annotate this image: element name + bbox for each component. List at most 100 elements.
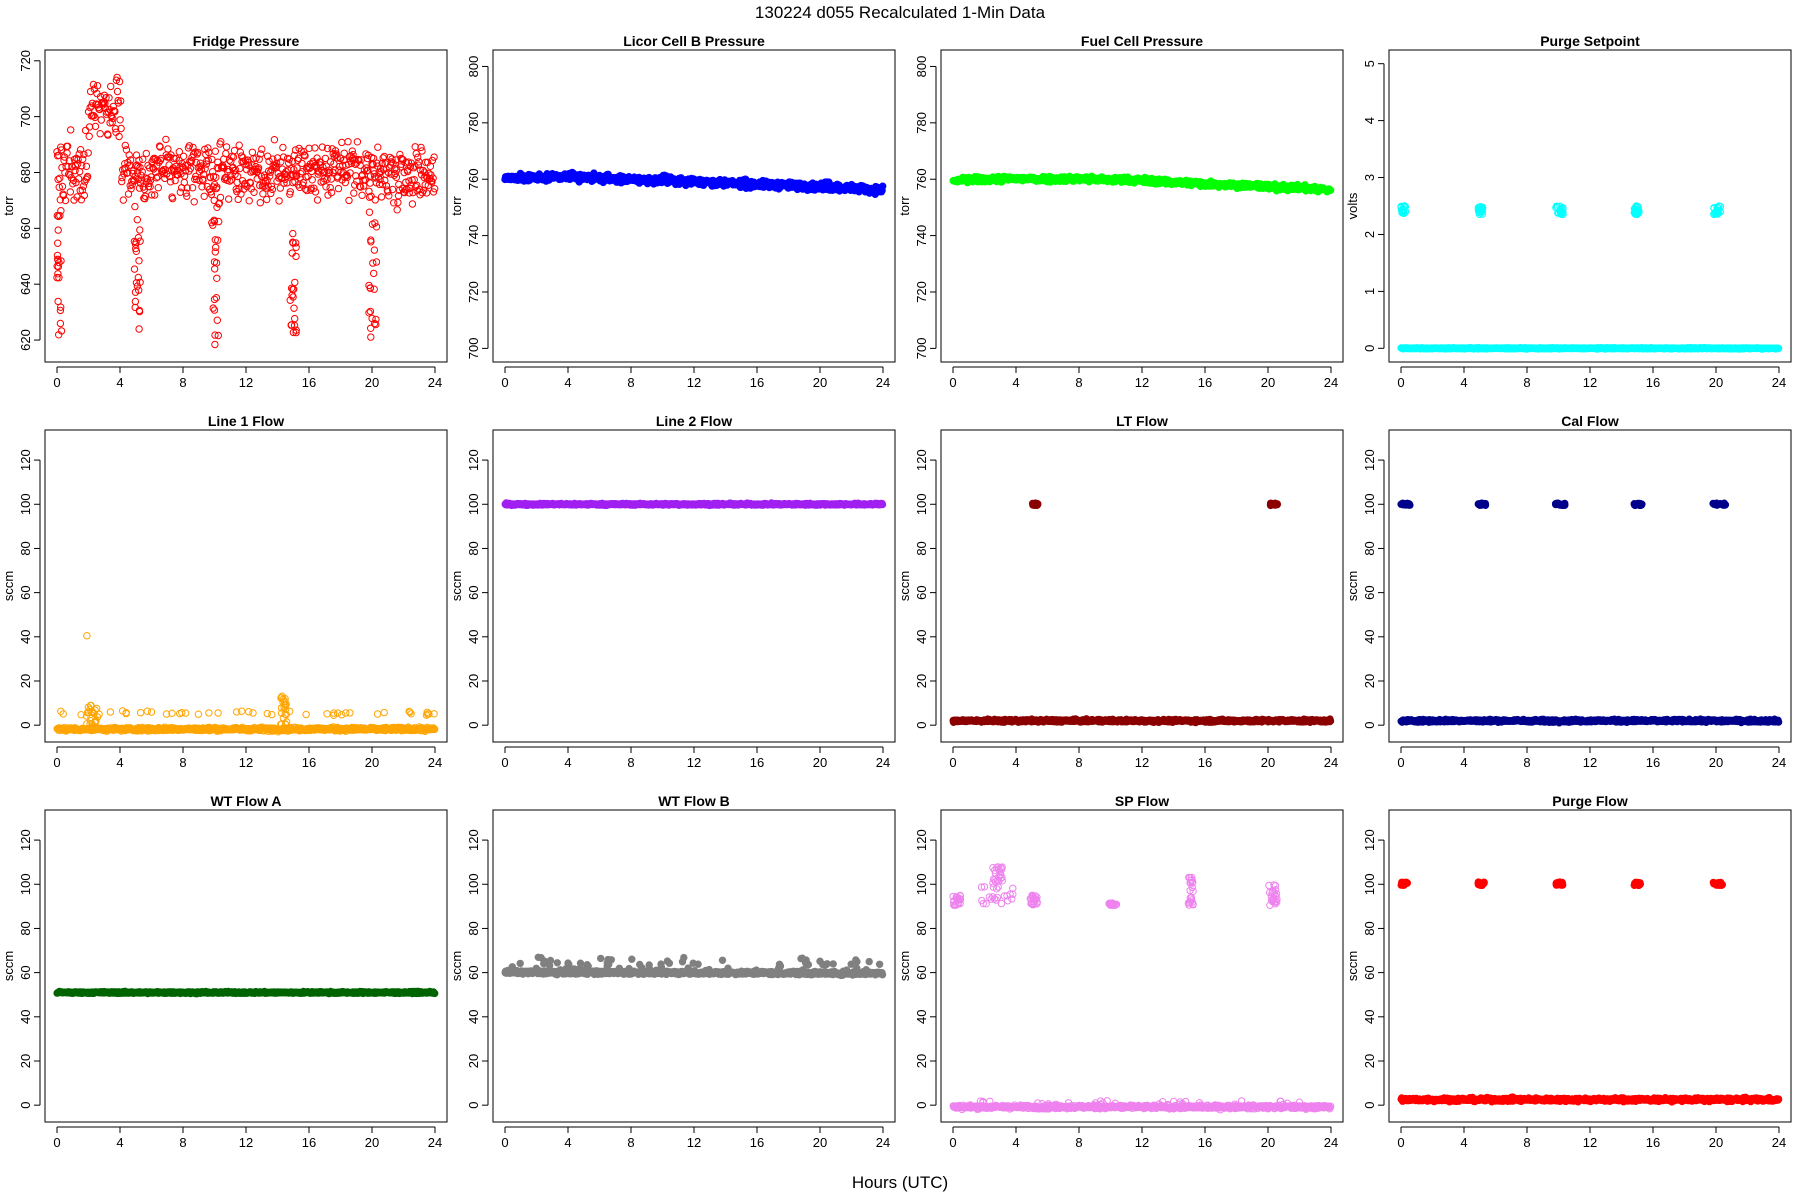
data-point (212, 173, 220, 182)
data-point (83, 172, 92, 181)
data-point (199, 170, 208, 179)
data-points (501, 168, 887, 199)
data-point (217, 138, 225, 146)
data-point (85, 132, 93, 141)
data-point (190, 198, 198, 206)
data-point (370, 246, 379, 254)
data-point (211, 340, 219, 349)
data-point (290, 304, 298, 312)
x-tick-label: 8 (1523, 375, 1530, 390)
data-point (211, 147, 220, 155)
data-point (418, 147, 426, 155)
data-point (270, 136, 279, 144)
x-tick-label: 8 (627, 375, 634, 390)
data-point (222, 143, 231, 151)
x-tick-label: 4 (1460, 375, 1467, 390)
x-axis: 0 4 8 12 16 20 24 (501, 366, 890, 390)
y-tick-label: 720 (466, 281, 481, 303)
data-point (189, 150, 198, 159)
x-tick-label: 20 (1709, 375, 1723, 390)
data-point (60, 153, 69, 161)
data-point (275, 197, 283, 205)
x-tick-label: 12 (687, 375, 701, 390)
x-tick-label: 16 (1198, 375, 1212, 390)
data-point (346, 709, 354, 717)
data-point (69, 176, 78, 185)
data-point (208, 155, 216, 164)
data-point (204, 156, 213, 165)
data-point (191, 148, 199, 156)
data-point (242, 165, 251, 174)
x-tick-label: 24 (1324, 755, 1338, 770)
data-point (84, 149, 92, 157)
panel-title: Licor Cell B Pressure (623, 33, 765, 49)
x-tick-label: 0 (53, 755, 60, 770)
y-tick-label: 60 (914, 585, 929, 599)
y-tick-label: 2 (1362, 231, 1377, 238)
y-axis-label: sccm (897, 571, 912, 601)
data-point (350, 189, 358, 197)
data-point (267, 189, 275, 198)
plot-frame (44, 429, 448, 743)
data-point (105, 94, 113, 102)
data-point (153, 156, 162, 165)
x-tick-label: 0 (501, 755, 508, 770)
data-point (161, 174, 169, 183)
data-points (949, 172, 1335, 196)
data-point (371, 196, 379, 204)
data-point (366, 307, 375, 316)
data-point (263, 709, 271, 718)
data-point (71, 166, 79, 175)
y-tick-label: 120 (914, 449, 929, 471)
data-point (66, 188, 75, 196)
x-axis: 0 4 8 12 16 20 24 (949, 746, 1338, 770)
x-axis: 0 4 8 12 16 20 24 (53, 746, 442, 770)
data-point (83, 632, 91, 640)
data-point (226, 171, 235, 180)
data-point (166, 178, 175, 186)
data-point (116, 116, 124, 124)
x-tick-label: 24 (1324, 375, 1338, 390)
data-point (147, 708, 156, 716)
y-tick-label: 620 (18, 329, 33, 351)
x-tick-label: 4 (116, 755, 123, 770)
data-point (106, 708, 115, 716)
data-point (385, 192, 393, 200)
data-point (164, 145, 172, 153)
data-point (334, 184, 343, 193)
y-tick-label: 720 (914, 281, 929, 303)
x-tick-label: 20 (813, 755, 827, 770)
data-point (168, 194, 177, 203)
data-point (366, 179, 374, 187)
data-point (213, 274, 221, 282)
x-tick-label: 4 (564, 375, 571, 390)
data-point (256, 199, 264, 207)
x-axis: 0 4 8 12 16 20 24 (501, 746, 890, 770)
data-point (222, 149, 230, 158)
data-point (308, 176, 316, 184)
data-point (214, 709, 222, 717)
x-tick-label: 24 (876, 755, 890, 770)
data-point (213, 183, 221, 191)
data-point (114, 99, 123, 107)
data-point (148, 191, 156, 199)
x-tick-label: 8 (627, 755, 634, 770)
data-point (200, 192, 208, 201)
data-point (133, 216, 142, 224)
data-point (79, 155, 87, 163)
data-point (65, 157, 74, 165)
data-point (165, 172, 174, 181)
data-point (78, 186, 87, 194)
data-point (187, 157, 196, 165)
x-tick-label: 12 (239, 375, 253, 390)
x-tick-label: 24 (876, 375, 890, 390)
data-point (135, 325, 143, 333)
x-tick-label: 8 (179, 375, 186, 390)
data-point (58, 182, 67, 191)
data-point (231, 166, 240, 174)
data-point (130, 177, 139, 185)
data-point (345, 196, 353, 205)
data-point (245, 197, 253, 205)
